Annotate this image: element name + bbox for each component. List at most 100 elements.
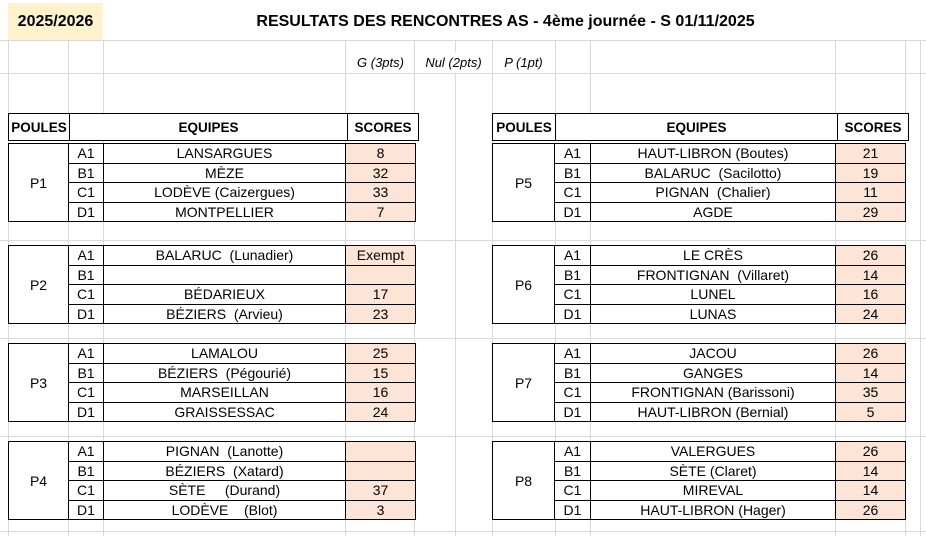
score-cell[interactable]: Exempt xyxy=(345,245,416,266)
legend-loss-cell[interactable]: P (1pt) xyxy=(504,55,543,70)
header-scores[interactable]: SCORES xyxy=(837,113,909,141)
team-cell[interactable]: PIGNAN (Chalier) xyxy=(590,182,836,203)
row-label-cell[interactable]: C1 xyxy=(68,382,104,403)
score-cell[interactable] xyxy=(345,264,416,285)
season-cell[interactable]: 2025/2026 xyxy=(8,3,103,40)
row-label-cell[interactable]: D1 xyxy=(68,401,104,422)
header-equipes[interactable]: EQUIPES xyxy=(555,113,838,141)
row-label-cell[interactable]: C1 xyxy=(554,382,591,403)
row-label-cell[interactable]: B1 xyxy=(554,264,591,285)
row-label-cell[interactable]: A1 xyxy=(554,441,591,462)
team-cell[interactable]: FRONTIGNAN (Villaret) xyxy=(590,264,836,285)
score-cell[interactable]: 23 xyxy=(345,303,416,324)
score-cell[interactable]: 14 xyxy=(835,480,906,501)
team-cell[interactable]: MONTPELLIER xyxy=(103,201,346,222)
team-cell[interactable]: LE CRÈS xyxy=(590,245,836,266)
pool-cell[interactable]: P7 xyxy=(492,343,555,422)
score-cell[interactable]: 26 xyxy=(835,441,906,462)
pool-cell[interactable]: P4 xyxy=(8,441,69,520)
score-cell[interactable]: 24 xyxy=(835,303,906,324)
score-cell[interactable]: 8 xyxy=(345,143,416,164)
team-cell[interactable]: MÈZE xyxy=(103,162,346,183)
row-label-cell[interactable]: C1 xyxy=(554,284,591,305)
row-label-cell[interactable]: B1 xyxy=(554,460,591,481)
header-scores[interactable]: SCORES xyxy=(347,113,419,141)
team-cell[interactable]: LODÈVE (Blot) xyxy=(103,499,346,520)
team-cell[interactable]: JACOU xyxy=(590,343,836,364)
score-cell[interactable]: 3 xyxy=(345,499,416,520)
team-cell[interactable]: HAUT-LIBRON (Hager) xyxy=(590,499,836,520)
score-cell[interactable]: 21 xyxy=(835,143,906,164)
score-cell[interactable]: 14 xyxy=(835,460,906,481)
team-cell[interactable]: BÉZIERS (Pégourié) xyxy=(103,362,346,383)
score-cell[interactable]: 14 xyxy=(835,264,906,285)
team-cell[interactable]: SÈTE (Durand) xyxy=(103,480,346,501)
score-cell[interactable]: 15 xyxy=(345,362,416,383)
row-label-cell[interactable]: A1 xyxy=(554,245,591,266)
row-label-cell[interactable]: D1 xyxy=(68,201,104,222)
team-cell[interactable]: LUNEL xyxy=(590,284,836,305)
team-cell[interactable]: VALERGUES xyxy=(590,441,836,462)
row-label-cell[interactable]: A1 xyxy=(68,343,104,364)
pool-cell[interactable]: P5 xyxy=(492,143,555,222)
score-cell[interactable]: 19 xyxy=(835,162,906,183)
header-poules[interactable]: POULES xyxy=(8,113,70,141)
row-label-cell[interactable]: A1 xyxy=(554,343,591,364)
legend-draw-cell[interactable]: Nul (2pts) xyxy=(416,52,491,73)
team-cell[interactable]: LAMALOU xyxy=(103,343,346,364)
pool-cell[interactable]: P8 xyxy=(492,441,555,520)
row-label-cell[interactable]: C1 xyxy=(68,182,104,203)
score-cell[interactable]: 26 xyxy=(835,245,906,266)
legend-win-cell[interactable]: G (3pts) xyxy=(357,55,404,70)
row-label-cell[interactable]: C1 xyxy=(554,480,591,501)
score-cell[interactable] xyxy=(345,460,416,481)
team-cell[interactable]: HAUT-LIBRON (Bernial) xyxy=(590,401,836,422)
row-label-cell[interactable]: A1 xyxy=(554,143,591,164)
team-cell[interactable]: LUNAS xyxy=(590,303,836,324)
score-cell[interactable]: 16 xyxy=(835,284,906,305)
row-label-cell[interactable]: C1 xyxy=(68,480,104,501)
row-label-cell[interactable]: D1 xyxy=(68,499,104,520)
score-cell[interactable]: 33 xyxy=(345,182,416,203)
row-label-cell[interactable]: B1 xyxy=(68,264,104,285)
row-label-cell[interactable]: D1 xyxy=(554,499,591,520)
row-label-cell[interactable]: D1 xyxy=(554,303,591,324)
score-cell[interactable]: 32 xyxy=(345,162,416,183)
score-cell[interactable]: 24 xyxy=(345,401,416,422)
team-cell[interactable] xyxy=(103,264,346,285)
team-cell[interactable]: AGDE xyxy=(590,201,836,222)
row-label-cell[interactable]: C1 xyxy=(68,284,104,305)
score-cell[interactable]: 37 xyxy=(345,480,416,501)
header-poules[interactable]: POULES xyxy=(492,113,556,141)
score-cell[interactable]: 29 xyxy=(835,201,906,222)
row-label-cell[interactable]: A1 xyxy=(68,441,104,462)
team-cell[interactable]: BALARUC (Sacilotto) xyxy=(590,162,836,183)
team-cell[interactable]: BÉZIERS (Xatard) xyxy=(103,460,346,481)
score-cell[interactable]: 25 xyxy=(345,343,416,364)
team-cell[interactable]: LODÈVE (Caizergues) xyxy=(103,182,346,203)
score-cell[interactable]: 26 xyxy=(835,343,906,364)
pool-cell[interactable]: P2 xyxy=(8,245,69,324)
team-cell[interactable]: GRAISSESSAC xyxy=(103,401,346,422)
team-cell[interactable]: GANGES xyxy=(590,362,836,383)
score-cell[interactable]: 17 xyxy=(345,284,416,305)
score-cell[interactable]: 5 xyxy=(835,401,906,422)
team-cell[interactable]: BÉZIERS (Arvieu) xyxy=(103,303,346,324)
team-cell[interactable]: BÉDARIEUX xyxy=(103,284,346,305)
row-label-cell[interactable]: C1 xyxy=(554,182,591,203)
score-cell[interactable]: 35 xyxy=(835,382,906,403)
team-cell[interactable]: MIREVAL xyxy=(590,480,836,501)
row-label-cell[interactable]: B1 xyxy=(68,460,104,481)
row-label-cell[interactable]: B1 xyxy=(554,162,591,183)
team-cell[interactable]: MARSEILLAN xyxy=(103,382,346,403)
row-label-cell[interactable]: B1 xyxy=(68,162,104,183)
pool-cell[interactable]: P1 xyxy=(8,143,69,222)
score-cell[interactable]: 26 xyxy=(835,499,906,520)
team-cell[interactable]: PIGNAN (Lanotte) xyxy=(103,441,346,462)
score-cell[interactable] xyxy=(345,441,416,462)
pool-cell[interactable]: P6 xyxy=(492,245,555,324)
score-cell[interactable]: 7 xyxy=(345,201,416,222)
row-label-cell[interactable]: D1 xyxy=(68,303,104,324)
team-cell[interactable]: BALARUC (Lunadier) xyxy=(103,245,346,266)
score-cell[interactable]: 11 xyxy=(835,182,906,203)
